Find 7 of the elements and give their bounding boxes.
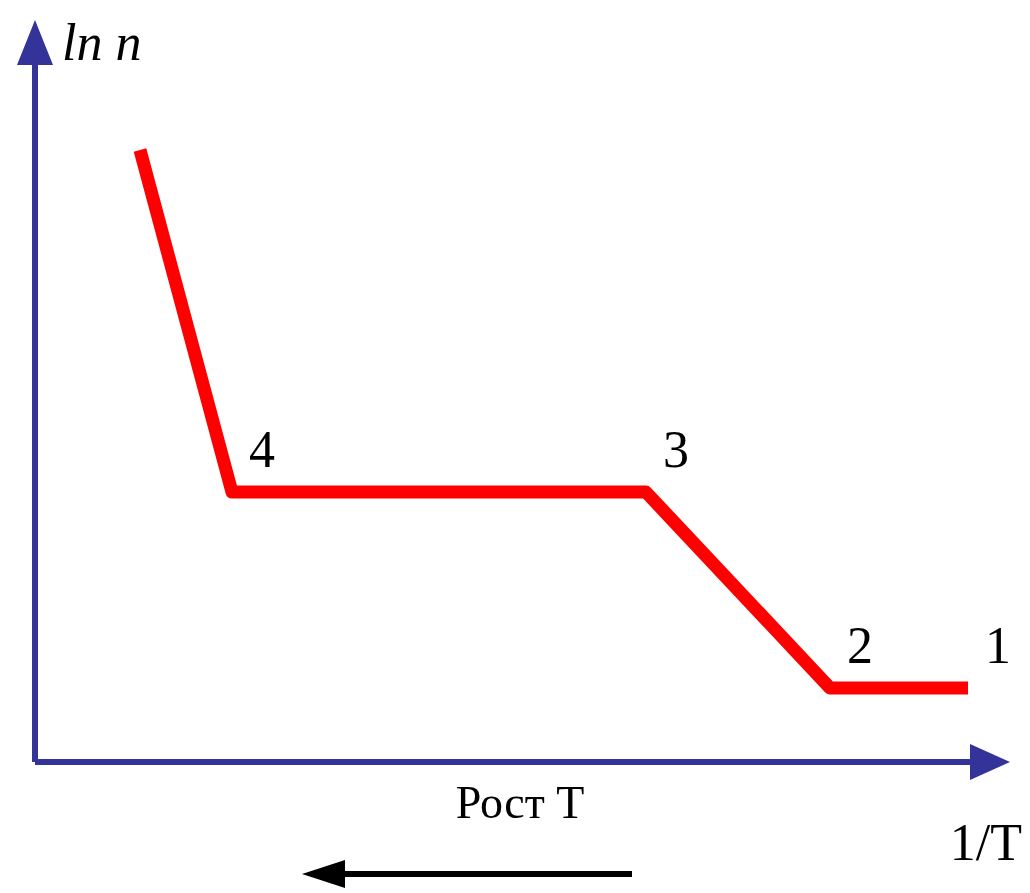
x-axis-title: 1/T: [949, 814, 1022, 871]
annotation: 3: [663, 421, 689, 479]
text: Рост T: [455, 777, 585, 828]
annotation: 4: [249, 421, 275, 479]
annotation: 2: [847, 616, 873, 674]
annotation: 1: [985, 616, 1011, 674]
y-axis-title: ln n: [62, 14, 142, 71]
